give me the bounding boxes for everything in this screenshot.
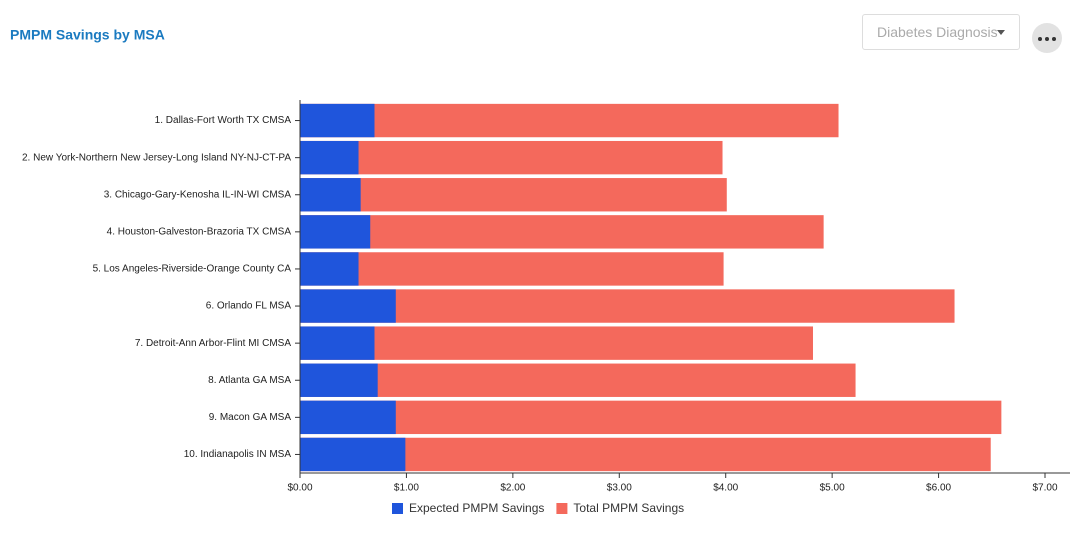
x-tick-label: $7.00 [1032, 483, 1057, 494]
y-tick-label: 8. Atlanta GA MSA [208, 375, 291, 386]
legend-swatch [556, 503, 568, 514]
bar [300, 289, 955, 323]
y-tick-label: 6. Orlando FL MSA [206, 301, 292, 312]
more-button[interactable] [1032, 23, 1062, 53]
x-tick-label: $6.00 [926, 483, 951, 494]
y-tick-label: 7. Detroit-Ann Arbor-Flint MI CMSA [135, 338, 291, 349]
bar [300, 140, 723, 175]
x-tick-label: $1.00 [394, 483, 419, 494]
bar [300, 437, 991, 472]
chart-title: PMPM Savings by MSA [10, 27, 165, 43]
y-tick-label: 1. Dallas-Fort Worth TX CMSA [155, 115, 292, 126]
bar [300, 437, 406, 472]
filter-dropdown[interactable]: Diabetes Diagnosis [862, 14, 1020, 50]
bar [300, 289, 396, 323]
x-tick-label: $3.00 [607, 483, 632, 494]
bar [300, 215, 371, 249]
y-tick-label: 2. New York-Northern New Jersey-Long Isl… [22, 152, 291, 163]
bar [300, 178, 727, 212]
x-tick-label: $2.00 [500, 483, 525, 494]
bar [300, 252, 724, 286]
caret [997, 30, 1005, 35]
bar [300, 103, 839, 138]
bar [300, 363, 856, 397]
y-tick-label: 10. Indianapolis IN MSA [184, 449, 292, 460]
bar [300, 215, 824, 249]
bar [300, 400, 1002, 435]
y-tick-label: 9. Macon GA MSA [209, 412, 292, 423]
bar [300, 103, 375, 138]
bar [300, 178, 361, 212]
x-tick-label: $0.00 [287, 483, 312, 494]
bar [300, 400, 396, 435]
bar [300, 140, 359, 175]
bar [300, 326, 813, 360]
legend-label: Total PMPM Savings [573, 501, 684, 515]
bar [300, 363, 378, 397]
y-tick-label: 5. Los Angeles-Riverside-Orange County C… [93, 264, 292, 275]
y-tick-label: 3. Chicago-Gary-Kenosha IL-IN-WI CMSA [104, 189, 292, 200]
bar [300, 252, 359, 286]
bar [300, 326, 375, 360]
filter-label: Diabetes Diagnosis [877, 24, 998, 40]
legend-label: Expected PMPM Savings [409, 501, 544, 515]
x-tick-label: $5.00 [820, 483, 845, 494]
x-tick-label: $4.00 [713, 483, 738, 494]
y-tick-label: 4. Houston-Galveston-Brazoria TX CMSA [107, 226, 292, 237]
legend-swatch [392, 503, 403, 514]
